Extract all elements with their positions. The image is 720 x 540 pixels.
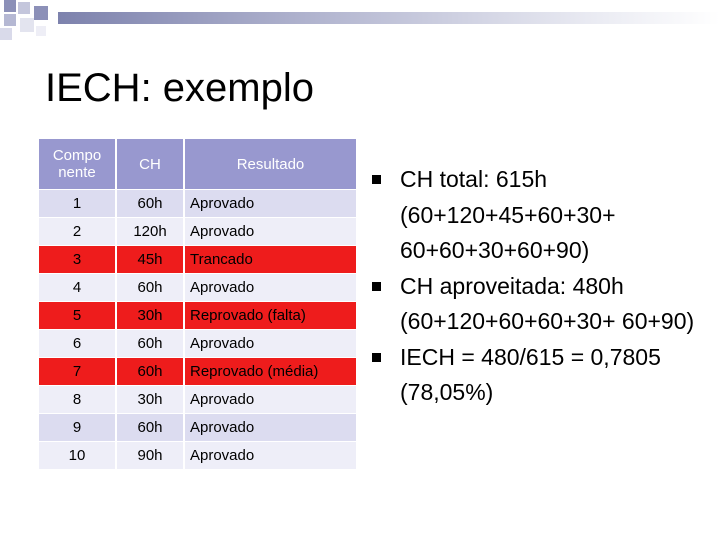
cell-componente: 1 bbox=[39, 190, 115, 217]
cell-componente: 9 bbox=[39, 414, 115, 441]
cell-resultado: Aprovado bbox=[185, 190, 356, 217]
table-row: 10 90h Aprovado bbox=[39, 442, 356, 469]
cell-resultado: Aprovado bbox=[185, 442, 356, 469]
summary-bullets: CH total: 615h (60+120+45+60+30+ 60+60+3… bbox=[370, 162, 700, 411]
cell-ch: 60h bbox=[117, 358, 183, 385]
cell-componente: 7 bbox=[39, 358, 115, 385]
table-row: 7 60h Reprovado (média) bbox=[39, 358, 356, 385]
cell-resultado: Aprovado bbox=[185, 414, 356, 441]
cell-ch: 60h bbox=[117, 414, 183, 441]
corner-decoration bbox=[0, 0, 720, 48]
table-row: 1 60h Aprovado bbox=[39, 190, 356, 217]
bullet-ch-total: CH total: 615h (60+120+45+60+30+ 60+60+3… bbox=[370, 162, 700, 269]
table-row: 9 60h Aprovado bbox=[39, 414, 356, 441]
header-resultado: Resultado bbox=[185, 139, 356, 189]
bullet-square-icon bbox=[372, 352, 381, 362]
table-row: 2 120h Aprovado bbox=[39, 218, 356, 245]
cell-componente: 10 bbox=[39, 442, 115, 469]
cell-componente: 3 bbox=[39, 246, 115, 273]
cell-componente: 2 bbox=[39, 218, 115, 245]
header-componente: Compo nente bbox=[39, 139, 115, 189]
bullet-text: CH aproveitada: 480h (60+120+60+60+30+ 6… bbox=[400, 272, 695, 335]
cell-resultado: Aprovado bbox=[185, 218, 356, 245]
cell-componente: 8 bbox=[39, 386, 115, 413]
bullet-square-icon bbox=[372, 281, 381, 291]
table-row: 8 30h Aprovado bbox=[39, 386, 356, 413]
cell-resultado: Trancado bbox=[185, 246, 356, 273]
components-table: Compo nente CH Resultado 1 60h Aprovado 2 12… bbox=[37, 138, 358, 470]
table-row: 6 60h Aprovado bbox=[39, 330, 356, 357]
table-row: 3 45h Trancado bbox=[39, 246, 356, 273]
cell-ch: 60h bbox=[117, 330, 183, 357]
cell-ch: 45h bbox=[117, 246, 183, 273]
slide-title: IECH: exemplo bbox=[45, 66, 314, 110]
cell-resultado: Aprovado bbox=[185, 274, 356, 301]
cell-resultado: Aprovado bbox=[185, 386, 356, 413]
cell-ch: 30h bbox=[117, 386, 183, 413]
bullet-iech: IECH = 480/615 = 0,7805 (78,05%) bbox=[370, 340, 700, 411]
cell-resultado: Reprovado (falta) bbox=[185, 302, 356, 329]
cell-componente: 5 bbox=[39, 302, 115, 329]
cell-ch: 90h bbox=[117, 442, 183, 469]
bullet-ch-aproveitada: CH aproveitada: 480h (60+120+60+60+30+ 6… bbox=[370, 269, 700, 340]
cell-ch: 60h bbox=[117, 274, 183, 301]
cell-ch: 120h bbox=[117, 218, 183, 245]
table-header-row: Compo nente CH Resultado bbox=[39, 139, 356, 189]
bullet-square-icon bbox=[372, 175, 381, 184]
cell-componente: 4 bbox=[39, 274, 115, 301]
header-gradient-bar bbox=[58, 12, 720, 24]
cell-ch: 30h bbox=[117, 302, 183, 329]
cell-componente: 6 bbox=[39, 330, 115, 357]
bullet-text: IECH = 480/615 = 0,7805 (78,05%) bbox=[400, 343, 661, 406]
cell-resultado: Aprovado bbox=[185, 330, 356, 357]
table-row: 5 30h Reprovado (falta) bbox=[39, 302, 356, 329]
bullet-text: CH total: 615h (60+120+45+60+30+ 60+60+3… bbox=[400, 166, 616, 263]
table-row: 4 60h Aprovado bbox=[39, 274, 356, 301]
cell-ch: 60h bbox=[117, 190, 183, 217]
header-ch: CH bbox=[117, 139, 183, 189]
cell-resultado: Reprovado (média) bbox=[185, 358, 356, 385]
